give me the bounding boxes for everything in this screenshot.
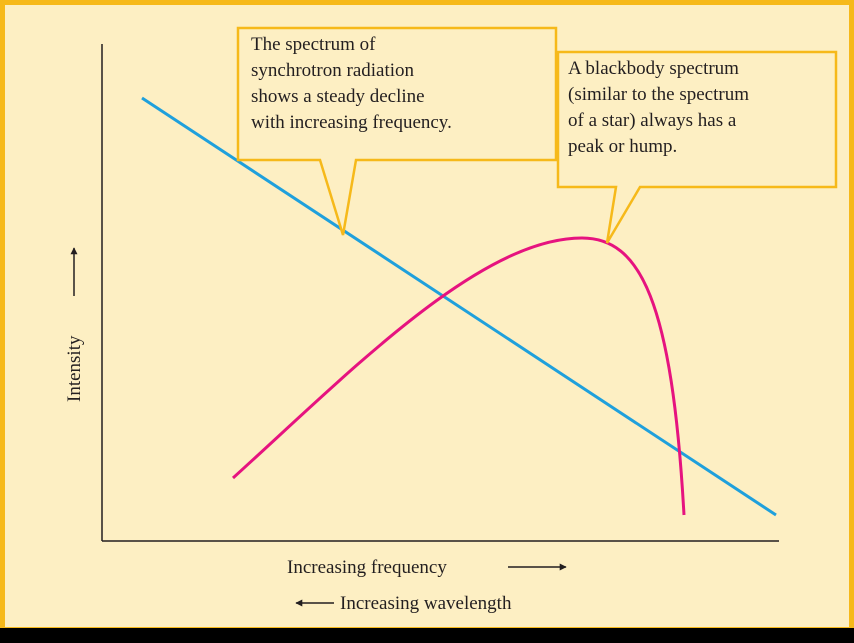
blackbody-curve: [231, 236, 686, 516]
callout-box: [236, 26, 558, 236]
callout-text: of a star) always has a: [568, 110, 737, 131]
synchrotron-line: [141, 96, 777, 517]
bottom-bar: [0, 628, 854, 643]
callout-text: A blackbody spectrum: [568, 58, 739, 79]
y-axis-label: Intensity: [64, 335, 85, 402]
callout-1: The spectrum of synchrotron radiation sh…: [236, 26, 558, 236]
x-axis-label-2: Increasing wavelength: [340, 593, 512, 614]
callout-text: peak or hump.: [568, 136, 677, 157]
callout-text: (similar to the spectrum: [568, 84, 749, 105]
callout-text: shows a steady decline: [251, 86, 425, 107]
x-axis-label: Increasing frequency: [287, 557, 447, 578]
callout-text: synchrotron radiation: [251, 60, 415, 81]
callout-2: A blackbody spectrum (similar to the spe…: [556, 50, 838, 244]
callout-text: The spectrum of: [251, 34, 376, 55]
callout-text: with increasing frequency.: [251, 112, 452, 133]
callout-box: [556, 50, 838, 244]
